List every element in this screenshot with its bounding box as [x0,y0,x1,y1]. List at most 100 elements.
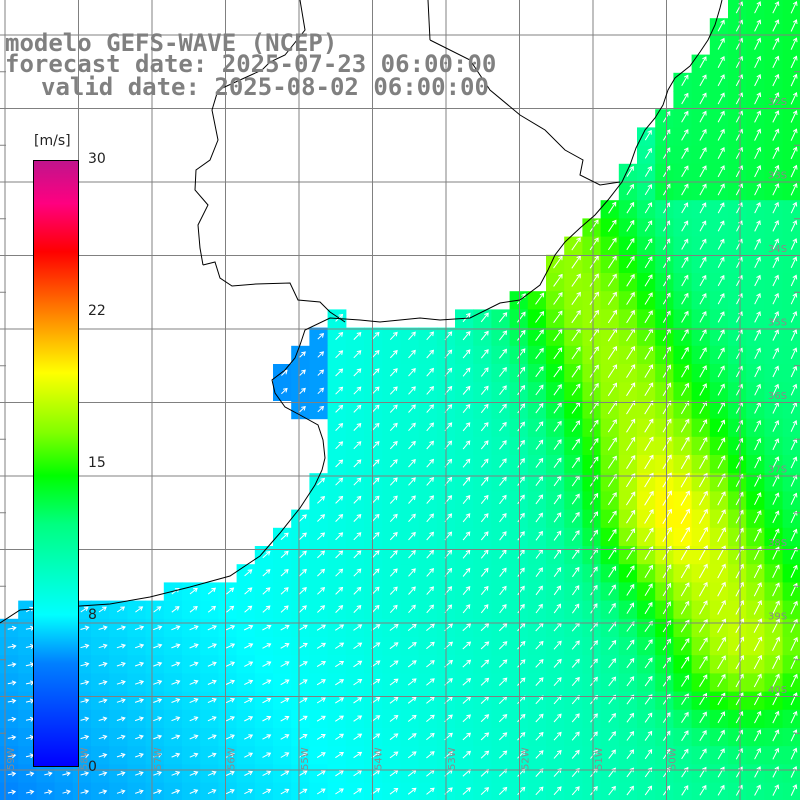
wind-arrow-shaft [644,657,653,669]
wind-arrow-head [520,677,526,683]
wind-arrow [499,549,507,559]
wind-arrow [626,565,635,578]
wind-cell [746,382,765,401]
wind-arrow-shaft [353,660,362,668]
wind-arrow-head [393,331,398,337]
wind-cell [582,637,602,656]
wind-arrow [298,734,308,740]
wind-arrow-head [248,624,254,630]
wind-arrow-shaft [371,495,380,504]
wind-arrow-head [703,490,708,496]
wind-arrow [772,784,780,796]
wind-arrow-shaft [753,674,762,688]
wind-arrow-head [774,19,780,25]
wind-arrow [480,604,489,614]
wind-cell [418,600,438,620]
wind-arrow [754,37,762,50]
wind-arrow [353,624,363,631]
wind-cell [782,709,800,729]
wind-arrow-head [520,732,526,737]
wind-arrow-shaft [244,569,253,577]
wind-arrow [462,623,472,632]
wind-arrow-head [429,422,435,428]
wind-arrow-head [721,509,726,515]
wind-arrow-shaft [571,328,581,342]
wind-arrow [535,530,543,541]
wind-arrow-head [447,404,453,409]
wind-arrow-head [320,568,326,574]
wind-arrow [790,329,798,341]
wind-arrow [171,587,180,595]
latitude-label: 38S [768,538,787,549]
wind-cell [327,473,347,492]
wind-arrow-head [339,679,345,684]
wind-arrow-shaft [499,422,507,432]
wind-arrow-shaft [535,311,544,323]
wind-cell [691,691,711,711]
wind-cell [728,527,747,547]
wind-cell [564,764,583,784]
wind-cell [600,400,620,420]
wind-arrow-shaft [589,548,598,560]
wind-arrow-shaft [480,714,489,723]
wind-arrow-shaft [681,347,689,360]
wind-cell [746,618,765,638]
wind-cell [564,728,583,747]
wind-cell [728,673,747,693]
wind-arrow-head [175,625,181,630]
wind-arrow-shaft [226,606,234,613]
wind-arrow [371,733,381,741]
wind-cell [782,127,800,147]
wind-arrow-shaft [426,495,434,504]
wind-arrow-head [792,128,798,134]
wind-arrow-shaft [225,753,235,758]
wind-arrow-shaft [644,583,653,596]
wind-arrow [717,202,725,214]
wind-arrow-shaft [608,202,617,214]
wind-arrow-head [683,256,689,262]
wind-cell [673,546,693,565]
wind-cell [145,764,165,784]
wind-cell [709,309,729,329]
wind-arrow-shaft [790,19,797,32]
wind-cell [364,364,383,383]
wind-arrow [189,679,199,685]
wind-arrow-head [230,734,235,739]
wind-arrow-shaft [698,527,708,543]
wind-arrow-shaft [280,679,290,686]
wind-arrow-head [248,716,254,721]
wind-arrow [426,440,435,450]
wind-arrow-head [611,767,616,773]
wind-arrow-shaft [207,771,217,776]
wind-arrow-head [338,441,344,446]
wind-arrow [244,770,254,776]
wind-arrow-head [774,474,780,480]
wind-arrow-head [774,329,779,335]
wind-arrow [317,405,325,413]
wind-arrow [80,789,90,795]
wind-cell [327,546,347,565]
wind-arrow-shaft [754,238,761,250]
wind-cell [782,200,800,219]
wind-arrow [717,545,726,561]
wind-arrow-head [484,641,490,646]
wind-cell [491,491,511,511]
wind-arrow-head [193,716,199,721]
wind-arrow [699,711,707,724]
wind-arrow-head [138,789,144,795]
wind-arrow-head [557,347,563,353]
wind-arrow-shaft [517,695,526,705]
wind-arrow [681,128,689,141]
wind-cell [254,564,274,583]
wind-cell [709,109,729,128]
wind-arrow-head [774,183,780,188]
wind-arrow-head [339,715,344,720]
wind-arrow [607,273,617,287]
wind-arrow-head [374,459,380,464]
wind-arrow [571,365,581,378]
wind-arrow-head [649,509,654,514]
wind-arrow-shaft [535,659,544,668]
wind-arrow-head [793,600,798,606]
wind-cell [418,637,438,656]
